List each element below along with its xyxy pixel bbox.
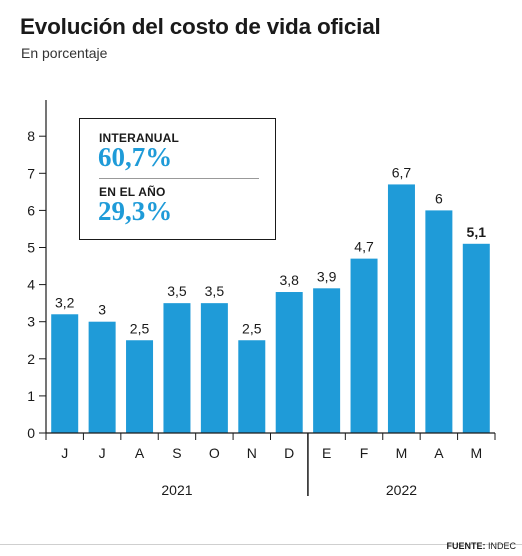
x-tick-label: O [209,445,220,461]
interanual-value: 60,7% [98,142,173,172]
data-label: 6 [435,190,443,206]
y-tick-label: 3 [27,314,35,330]
y-tick-label: 4 [27,277,35,293]
bar [126,340,154,433]
data-label: 3,2 [55,294,75,310]
x-tick-label: S [172,445,181,461]
data-label: 4,7 [354,239,374,255]
x-tick-label: A [135,445,145,461]
year-label: 2021 [161,482,192,498]
en-el-ano-value: 29,3% [98,196,173,226]
source-value: INDEC [487,541,516,551]
data-label: 3,5 [205,283,225,299]
x-tick-label: F [360,445,369,461]
data-label: 3,9 [317,268,337,284]
y-tick-label: 5 [27,240,35,256]
y-tick-label: 2 [27,351,35,367]
bar [462,243,490,433]
bar [387,184,415,433]
chart-subtitle: En porcentaje [21,45,108,61]
data-label: 3,8 [279,272,299,288]
bar [238,340,266,433]
source-note: FUENTE: INDEC [446,541,516,551]
data-label: 3,5 [167,283,187,299]
data-label: 2,5 [242,320,262,336]
x-tick-label: J [99,445,106,461]
y-tick-label: 1 [27,388,35,404]
summary-divider [99,178,259,179]
x-tick-label: M [470,445,482,461]
bar [88,321,116,433]
y-tick-label: 6 [27,202,35,218]
x-tick-label: M [396,445,408,461]
chart-title: Evolución del costo de vida oficial [20,14,381,39]
data-label: 5,1 [467,224,487,240]
data-label: 6,7 [392,164,412,180]
bar [51,314,79,433]
interanual-label: INTERANUAL [99,131,179,145]
x-tick-label: A [434,445,444,461]
y-tick-label: 8 [27,128,35,144]
x-tick-label: E [322,445,331,461]
x-tick-label: N [247,445,257,461]
bar [350,258,378,433]
bar [200,303,228,433]
data-label: 2,5 [130,320,150,336]
y-tick-label: 0 [27,425,35,441]
bar [275,292,303,433]
x-tick-label: D [284,445,294,461]
source-label: FUENTE: [446,541,486,551]
bar [313,288,341,433]
year-label: 2022 [386,482,417,498]
bar [425,210,453,433]
summary-box: INTERANUAL 60,7% EN EL AÑO 29,3% [79,118,276,240]
data-label: 3 [98,302,106,318]
x-tick-label: J [61,445,68,461]
bar [163,303,191,433]
footer-divider [0,544,522,545]
en-el-ano-label: EN EL AÑO [99,185,166,199]
y-tick-label: 7 [27,165,35,181]
